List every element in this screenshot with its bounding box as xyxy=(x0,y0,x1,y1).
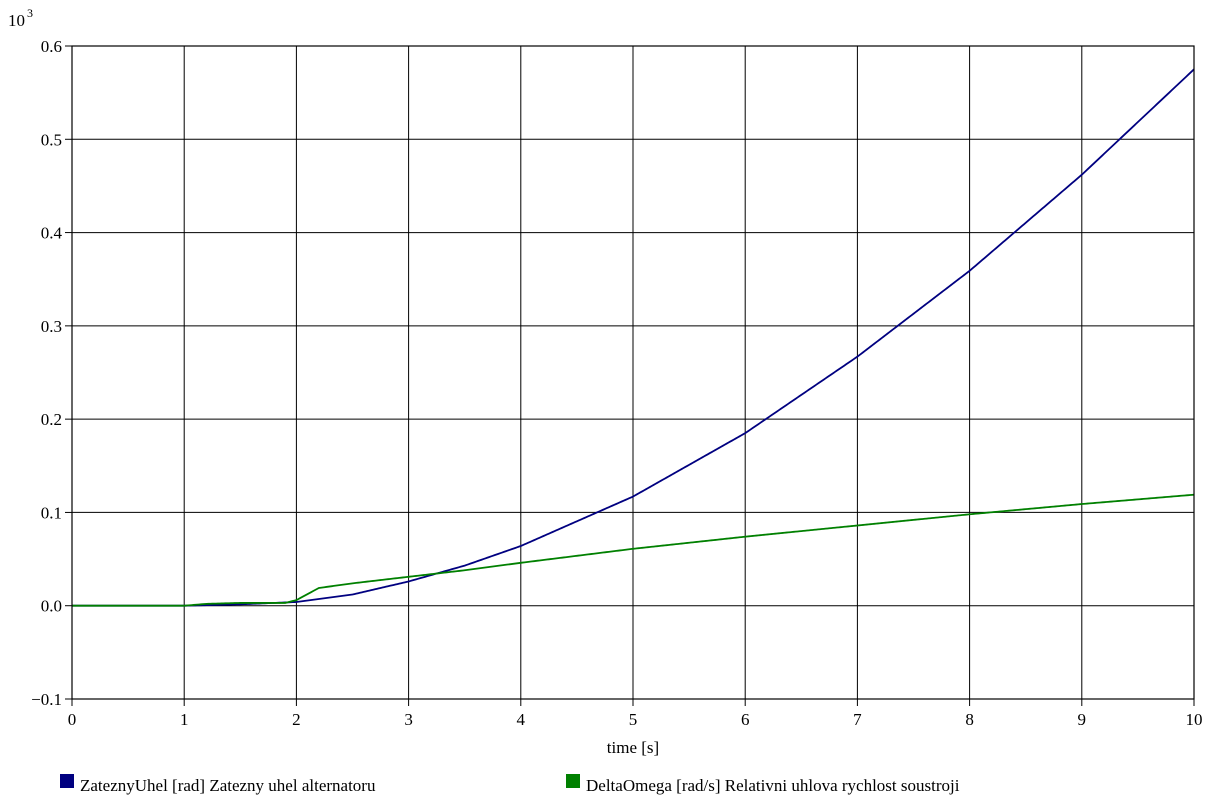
plot-frame xyxy=(71,45,1195,700)
x-axis-label: time [s] xyxy=(607,738,659,757)
y-tick-label: 0.2 xyxy=(41,410,62,429)
legend: ZateznyUhel [rad] Zatezny uhel alternato… xyxy=(60,774,960,795)
x-tick-label: 2 xyxy=(292,710,301,729)
x-tick-label: 8 xyxy=(965,710,974,729)
axis-ticks xyxy=(65,45,1195,706)
tick-labels: 0 1 2 3 4 5 6 7 8 9 10 −0.1 0.0 0.1 0.2 0.3 0.4 0.5 0.6 xyxy=(31,37,1202,729)
y-tick-label: 0.3 xyxy=(41,317,62,336)
y-tick-label: −0.1 xyxy=(31,690,62,709)
legend-swatch-1 xyxy=(60,774,74,788)
legend-label-1: ZateznyUhel [rad] Zatezny uhel alternato… xyxy=(80,776,376,795)
x-tick-label: 7 xyxy=(853,710,862,729)
y-tick-label: 0.1 xyxy=(41,503,62,522)
legend-swatch-2 xyxy=(566,774,580,788)
legend-label-2: DeltaOmega [rad/s] Relativni uhlova rych… xyxy=(586,776,960,795)
x-tick-label: 5 xyxy=(629,710,638,729)
x-tick-label: 1 xyxy=(180,710,189,729)
y-tick-label: 0.6 xyxy=(41,37,62,56)
series-line-2 xyxy=(72,493,1195,607)
x-tick-label: 0 xyxy=(68,710,77,729)
y-tick-label: 0.5 xyxy=(41,130,62,149)
x-tick-label: 3 xyxy=(404,710,413,729)
x-tick-label: 4 xyxy=(517,710,526,729)
x-tick-label: 10 xyxy=(1186,710,1203,729)
y-scale-base: 10 xyxy=(8,11,25,30)
x-tick-label: 9 xyxy=(1078,710,1087,729)
grid xyxy=(71,45,1195,700)
x-tick-label: 6 xyxy=(741,710,750,729)
y-scale-exponent: 3 xyxy=(27,6,33,20)
y-tick-label: 0.4 xyxy=(41,224,63,243)
plot-series xyxy=(72,68,1195,607)
y-tick-label: 0.0 xyxy=(41,597,62,616)
